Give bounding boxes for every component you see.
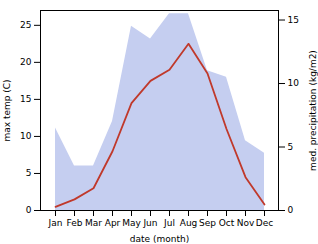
- svg-text:5: 5: [288, 142, 294, 152]
- svg-text:25: 25: [20, 20, 31, 30]
- svg-text:Aug: Aug: [180, 218, 198, 228]
- svg-text:20: 20: [20, 57, 32, 67]
- svg-text:Nov: Nov: [237, 218, 255, 228]
- svg-text:date (month): date (month): [130, 234, 189, 244]
- svg-text:0: 0: [288, 205, 294, 215]
- svg-text:15: 15: [288, 15, 299, 25]
- svg-text:Sep: Sep: [199, 218, 216, 228]
- svg-text:Jun: Jun: [142, 218, 157, 228]
- svg-text:max temp (C): max temp (C): [2, 79, 12, 141]
- svg-text:15: 15: [20, 94, 31, 104]
- svg-text:Feb: Feb: [67, 218, 83, 228]
- svg-text:5: 5: [26, 168, 32, 178]
- svg-text:Jul: Jul: [163, 218, 175, 228]
- svg-text:May: May: [122, 218, 141, 228]
- svg-text:0: 0: [26, 205, 32, 215]
- svg-text:10: 10: [288, 78, 300, 88]
- svg-text:Jan: Jan: [48, 218, 63, 228]
- svg-text:Mar: Mar: [85, 218, 102, 228]
- svg-text:10: 10: [20, 131, 32, 141]
- svg-text:Oct: Oct: [219, 218, 235, 228]
- svg-text:Dec: Dec: [256, 218, 273, 228]
- svg-text:Apr: Apr: [105, 218, 121, 228]
- svg-text:med. precipitation (kg/m2): med. precipitation (kg/m2): [308, 50, 318, 171]
